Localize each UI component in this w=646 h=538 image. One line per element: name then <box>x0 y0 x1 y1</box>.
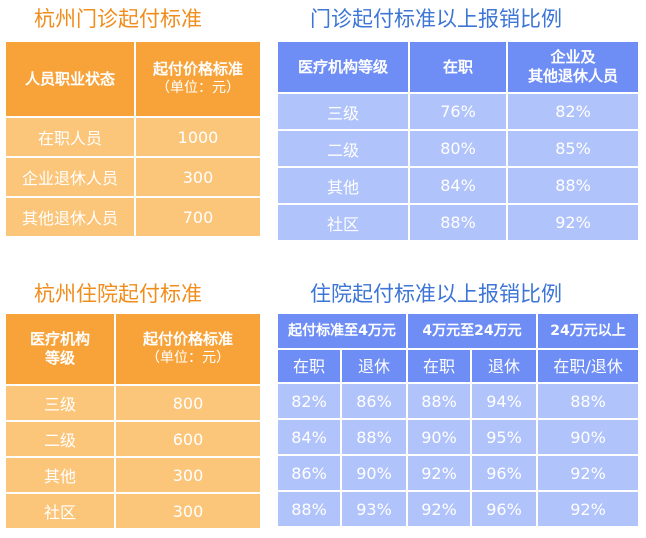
cell-level: 三级 <box>276 92 410 131</box>
cell-amount: 300 <box>114 492 262 530</box>
table-row: 在职人员 1000 <box>4 116 262 158</box>
header-status: 人员职业状态 <box>4 40 136 118</box>
cell-ratio: 92% <box>536 490 641 528</box>
cell-ratio: 92% <box>406 490 472 528</box>
header-group-3: 24万元以上 <box>536 312 641 350</box>
cell-status: 企业退休人员 <box>4 156 136 198</box>
table-row: 三级 76% 82% <box>276 92 640 131</box>
header-employed: 在职 <box>408 40 508 94</box>
header-retired-line2: 其他退休人员 <box>527 67 618 85</box>
header-group-2: 4万元至24万元 <box>405 312 539 350</box>
cell-level: 社区 <box>276 203 410 242</box>
cell-ratio: 90% <box>536 418 641 456</box>
header-threshold: 起付价格标准 （单位：元） <box>134 40 262 118</box>
table-row: 企业退休人员 300 <box>4 156 262 198</box>
table-row: 86% 90% 92% 96% 92% <box>276 454 641 492</box>
subheader-retired: 退休 <box>340 348 408 384</box>
table-row: 88% 93% 92% 96% 92% <box>276 490 641 528</box>
inpatient-ratio-title: 住院起付标准以上报销比例 <box>310 282 562 306</box>
cell-ratio: 86% <box>276 454 342 492</box>
cell-ratio: 88% <box>276 490 342 528</box>
cell-amount: 300 <box>114 456 262 494</box>
header-level-line2: 等级 <box>44 349 75 367</box>
cell-level: 二级 <box>4 420 116 458</box>
cell-ratio: 86% <box>340 382 408 420</box>
cell-employed: 88% <box>408 203 508 242</box>
inpatient-ratio-table: 起付标准至4万元 4万元至24万元 24万元以上 在职 退休 在职 退休 在职/… <box>276 312 641 528</box>
cell-level: 其他 <box>4 456 116 494</box>
subheader-employed-retired: 在职/退休 <box>536 348 641 384</box>
cell-ratio: 93% <box>340 490 408 528</box>
header-retired: 企业及 其他退休人员 <box>506 40 640 94</box>
table-row: 82% 86% 88% 94% 88% <box>276 382 641 420</box>
table-subheader-row: 在职 退休 在职 退休 在职/退休 <box>276 348 641 384</box>
table-header-row: 起付标准至4万元 4万元至24万元 24万元以上 <box>276 312 641 350</box>
header-threshold-unit: （单位：元） <box>156 80 240 96</box>
table-header-row: 医疗机构 等级 起付价格标准 （单位：元） <box>4 312 262 386</box>
cell-retired: 88% <box>506 166 640 205</box>
header-group-1: 起付标准至4万元 <box>276 312 408 350</box>
outpatient-threshold-table: 人员职业状态 起付价格标准 （单位：元） 在职人员 1000 企业退休人员 30… <box>4 40 262 238</box>
cell-ratio: 94% <box>469 382 539 420</box>
table-row: 其他退休人员 700 <box>4 196 262 238</box>
cell-status: 在职人员 <box>4 116 136 158</box>
table-row: 社区 300 <box>4 492 262 530</box>
cell-retired: 82% <box>506 92 640 131</box>
header-level-line1: 医疗机构 <box>29 330 90 348</box>
table-row: 其他 300 <box>4 456 262 494</box>
cell-ratio: 84% <box>276 418 342 456</box>
cell-level: 社区 <box>4 492 116 530</box>
cell-level: 三级 <box>4 384 116 422</box>
cell-level: 其他 <box>276 166 410 205</box>
cell-status: 其他退休人员 <box>4 196 136 238</box>
table-row: 84% 88% 90% 95% 90% <box>276 418 641 456</box>
header-threshold-label: 起付价格标准 <box>142 330 233 348</box>
cell-ratio: 90% <box>340 454 408 492</box>
inpatient-threshold-table: 医疗机构 等级 起付价格标准 （单位：元） 三级 800 二级 600 其他 3… <box>4 312 262 530</box>
subheader-retired: 退休 <box>469 348 539 384</box>
cell-ratio: 88% <box>340 418 408 456</box>
subheader-employed: 在职 <box>276 348 342 384</box>
cell-ratio: 82% <box>276 382 342 420</box>
header-threshold-unit: （单位：元） <box>146 350 230 366</box>
cell-retired: 92% <box>506 203 640 242</box>
cell-retired: 85% <box>506 129 640 168</box>
cell-employed: 80% <box>408 129 508 168</box>
inpatient-threshold-title: 杭州住院起付标准 <box>34 282 202 306</box>
subheader-employed: 在职 <box>406 348 472 384</box>
cell-ratio: 90% <box>406 418 472 456</box>
cell-ratio: 95% <box>469 418 539 456</box>
outpatient-ratio-title: 门诊起付标准以上报销比例 <box>310 7 562 31</box>
cell-ratio: 88% <box>406 382 472 420</box>
outpatient-threshold-title: 杭州门诊起付标准 <box>34 7 202 31</box>
table-row: 二级 600 <box>4 420 262 458</box>
cell-ratio: 92% <box>536 454 641 492</box>
cell-ratio: 88% <box>536 382 641 420</box>
header-threshold-label: 起付价格标准 <box>152 60 243 78</box>
header-level: 医疗机构等级 <box>276 40 410 94</box>
table-row: 其他 84% 88% <box>276 166 640 205</box>
table-row: 三级 800 <box>4 384 262 422</box>
cell-employed: 76% <box>408 92 508 131</box>
cell-employed: 84% <box>408 166 508 205</box>
cell-amount: 700 <box>134 196 262 238</box>
cell-amount: 800 <box>114 384 262 422</box>
table-header-row: 医疗机构等级 在职 企业及 其他退休人员 <box>276 40 640 94</box>
cell-ratio: 96% <box>469 454 539 492</box>
table-header-row: 人员职业状态 起付价格标准 （单位：元） <box>4 40 262 118</box>
cell-level: 二级 <box>276 129 410 168</box>
header-threshold: 起付价格标准 （单位：元） <box>114 312 262 386</box>
outpatient-ratio-table: 医疗机构等级 在职 企业及 其他退休人员 三级 76% 82% 二级 80% 8… <box>276 40 640 242</box>
table-row: 社区 88% 92% <box>276 203 640 242</box>
cell-amount: 600 <box>114 420 262 458</box>
table-row: 二级 80% 85% <box>276 129 640 168</box>
header-level: 医疗机构 等级 <box>4 312 116 386</box>
cell-amount: 1000 <box>134 116 262 158</box>
cell-amount: 300 <box>134 156 262 198</box>
cell-ratio: 96% <box>469 490 539 528</box>
cell-ratio: 92% <box>406 454 472 492</box>
header-retired-line1: 企业及 <box>550 48 596 66</box>
